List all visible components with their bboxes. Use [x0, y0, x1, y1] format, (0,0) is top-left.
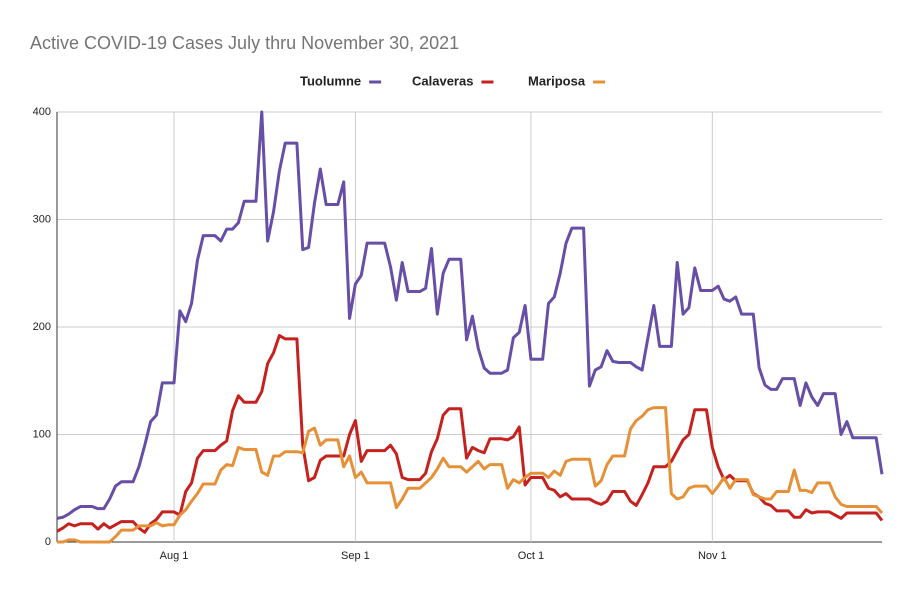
- line-series: [56, 110, 884, 520]
- y-tick-label: 100: [33, 428, 51, 440]
- legend-label: Mariposa: [528, 73, 586, 88]
- x-tick-label: Sep 1: [341, 550, 370, 562]
- y-tick-label: 300: [33, 213, 51, 225]
- x-tick-label: Aug 1: [160, 550, 189, 562]
- line-series: [57, 406, 884, 544]
- y-tick-label: 400: [33, 106, 51, 118]
- x-tick-label: Nov 1: [698, 550, 727, 562]
- y-tick-label: 200: [33, 321, 51, 333]
- legend-label: Calaveras: [412, 73, 473, 88]
- x-tick-label: Oct 1: [518, 550, 544, 562]
- chart-title: Active COVID-19 Cases July thru November…: [30, 33, 459, 53]
- legend-label: Tuolumne: [300, 73, 361, 88]
- y-tick-label: 0: [45, 536, 51, 548]
